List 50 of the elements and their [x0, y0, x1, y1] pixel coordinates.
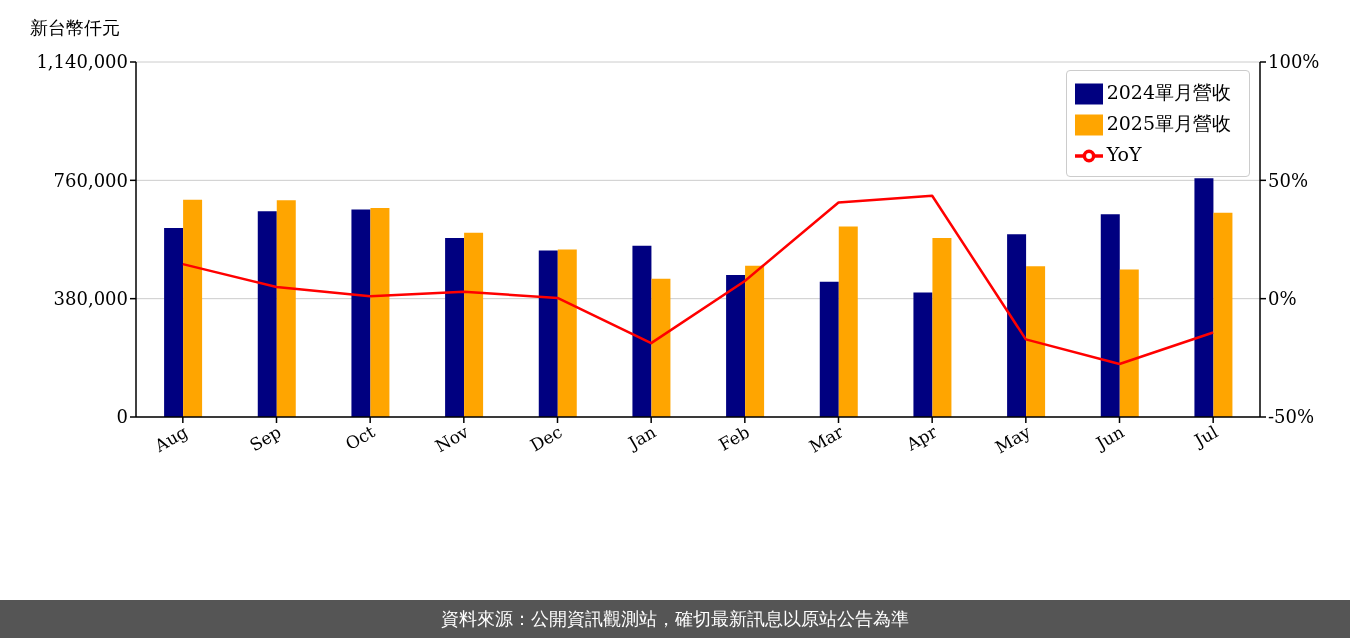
y-tick-label: 380,000 [53, 288, 128, 310]
x-tick-label: Aug [150, 421, 191, 457]
bar [913, 292, 933, 417]
bar [819, 281, 839, 417]
y-axis-title: 新台幣仟元 [30, 16, 120, 40]
x-tick-label: Sep [246, 421, 285, 456]
x-tick-label: Feb [715, 421, 753, 455]
y2-tick-label: 50% [1268, 169, 1309, 191]
bar [164, 227, 184, 417]
bar [257, 211, 277, 417]
y-tick-label: 760,000 [53, 169, 128, 191]
line-series [181, 194, 1215, 366]
bar [838, 226, 858, 417]
bar [464, 232, 484, 417]
bar [1119, 269, 1139, 417]
x-tick-label: Jan [623, 421, 660, 454]
y-tick-label: 0 [116, 406, 128, 428]
bar [745, 265, 765, 417]
bar [538, 250, 558, 417]
bar [557, 249, 577, 417]
bar [351, 209, 371, 417]
y2-tick-label: 100% [1268, 51, 1320, 73]
y2-tick-label: 0% [1268, 288, 1297, 310]
x-tick-label: Mar [805, 421, 848, 457]
bar [1007, 234, 1027, 417]
bar [651, 278, 671, 417]
x-tick-label: Nov [431, 421, 473, 457]
bar [445, 237, 465, 417]
legend-label: YoY [1106, 143, 1142, 165]
x-tick-label: May [991, 421, 1035, 458]
legend-label: 2024單月營收 [1106, 81, 1231, 103]
source-note: 資料來源：公開資訊觀測站，確切最新訊息以原站公告為準 [0, 600, 1350, 638]
bar [1100, 214, 1120, 417]
y2-tick-label: -50% [1268, 406, 1315, 428]
x-tick-label: Oct [341, 421, 379, 455]
bar [183, 199, 203, 417]
bar [1026, 266, 1046, 417]
x-tick-label: Apr [902, 421, 941, 456]
x-tick-label: Jul [1189, 421, 1222, 452]
bar [370, 208, 390, 417]
legend-label: 2025單月營收 [1106, 112, 1231, 134]
bar [932, 237, 952, 417]
bar [632, 245, 652, 417]
bar [726, 275, 746, 417]
x-tick-label: Jun [1090, 421, 1128, 455]
y-tick-label: 1,140,000 [36, 51, 128, 73]
bar [1194, 178, 1214, 417]
bar [276, 200, 296, 417]
bar [1213, 212, 1233, 417]
x-tick-label: Dec [526, 421, 566, 456]
